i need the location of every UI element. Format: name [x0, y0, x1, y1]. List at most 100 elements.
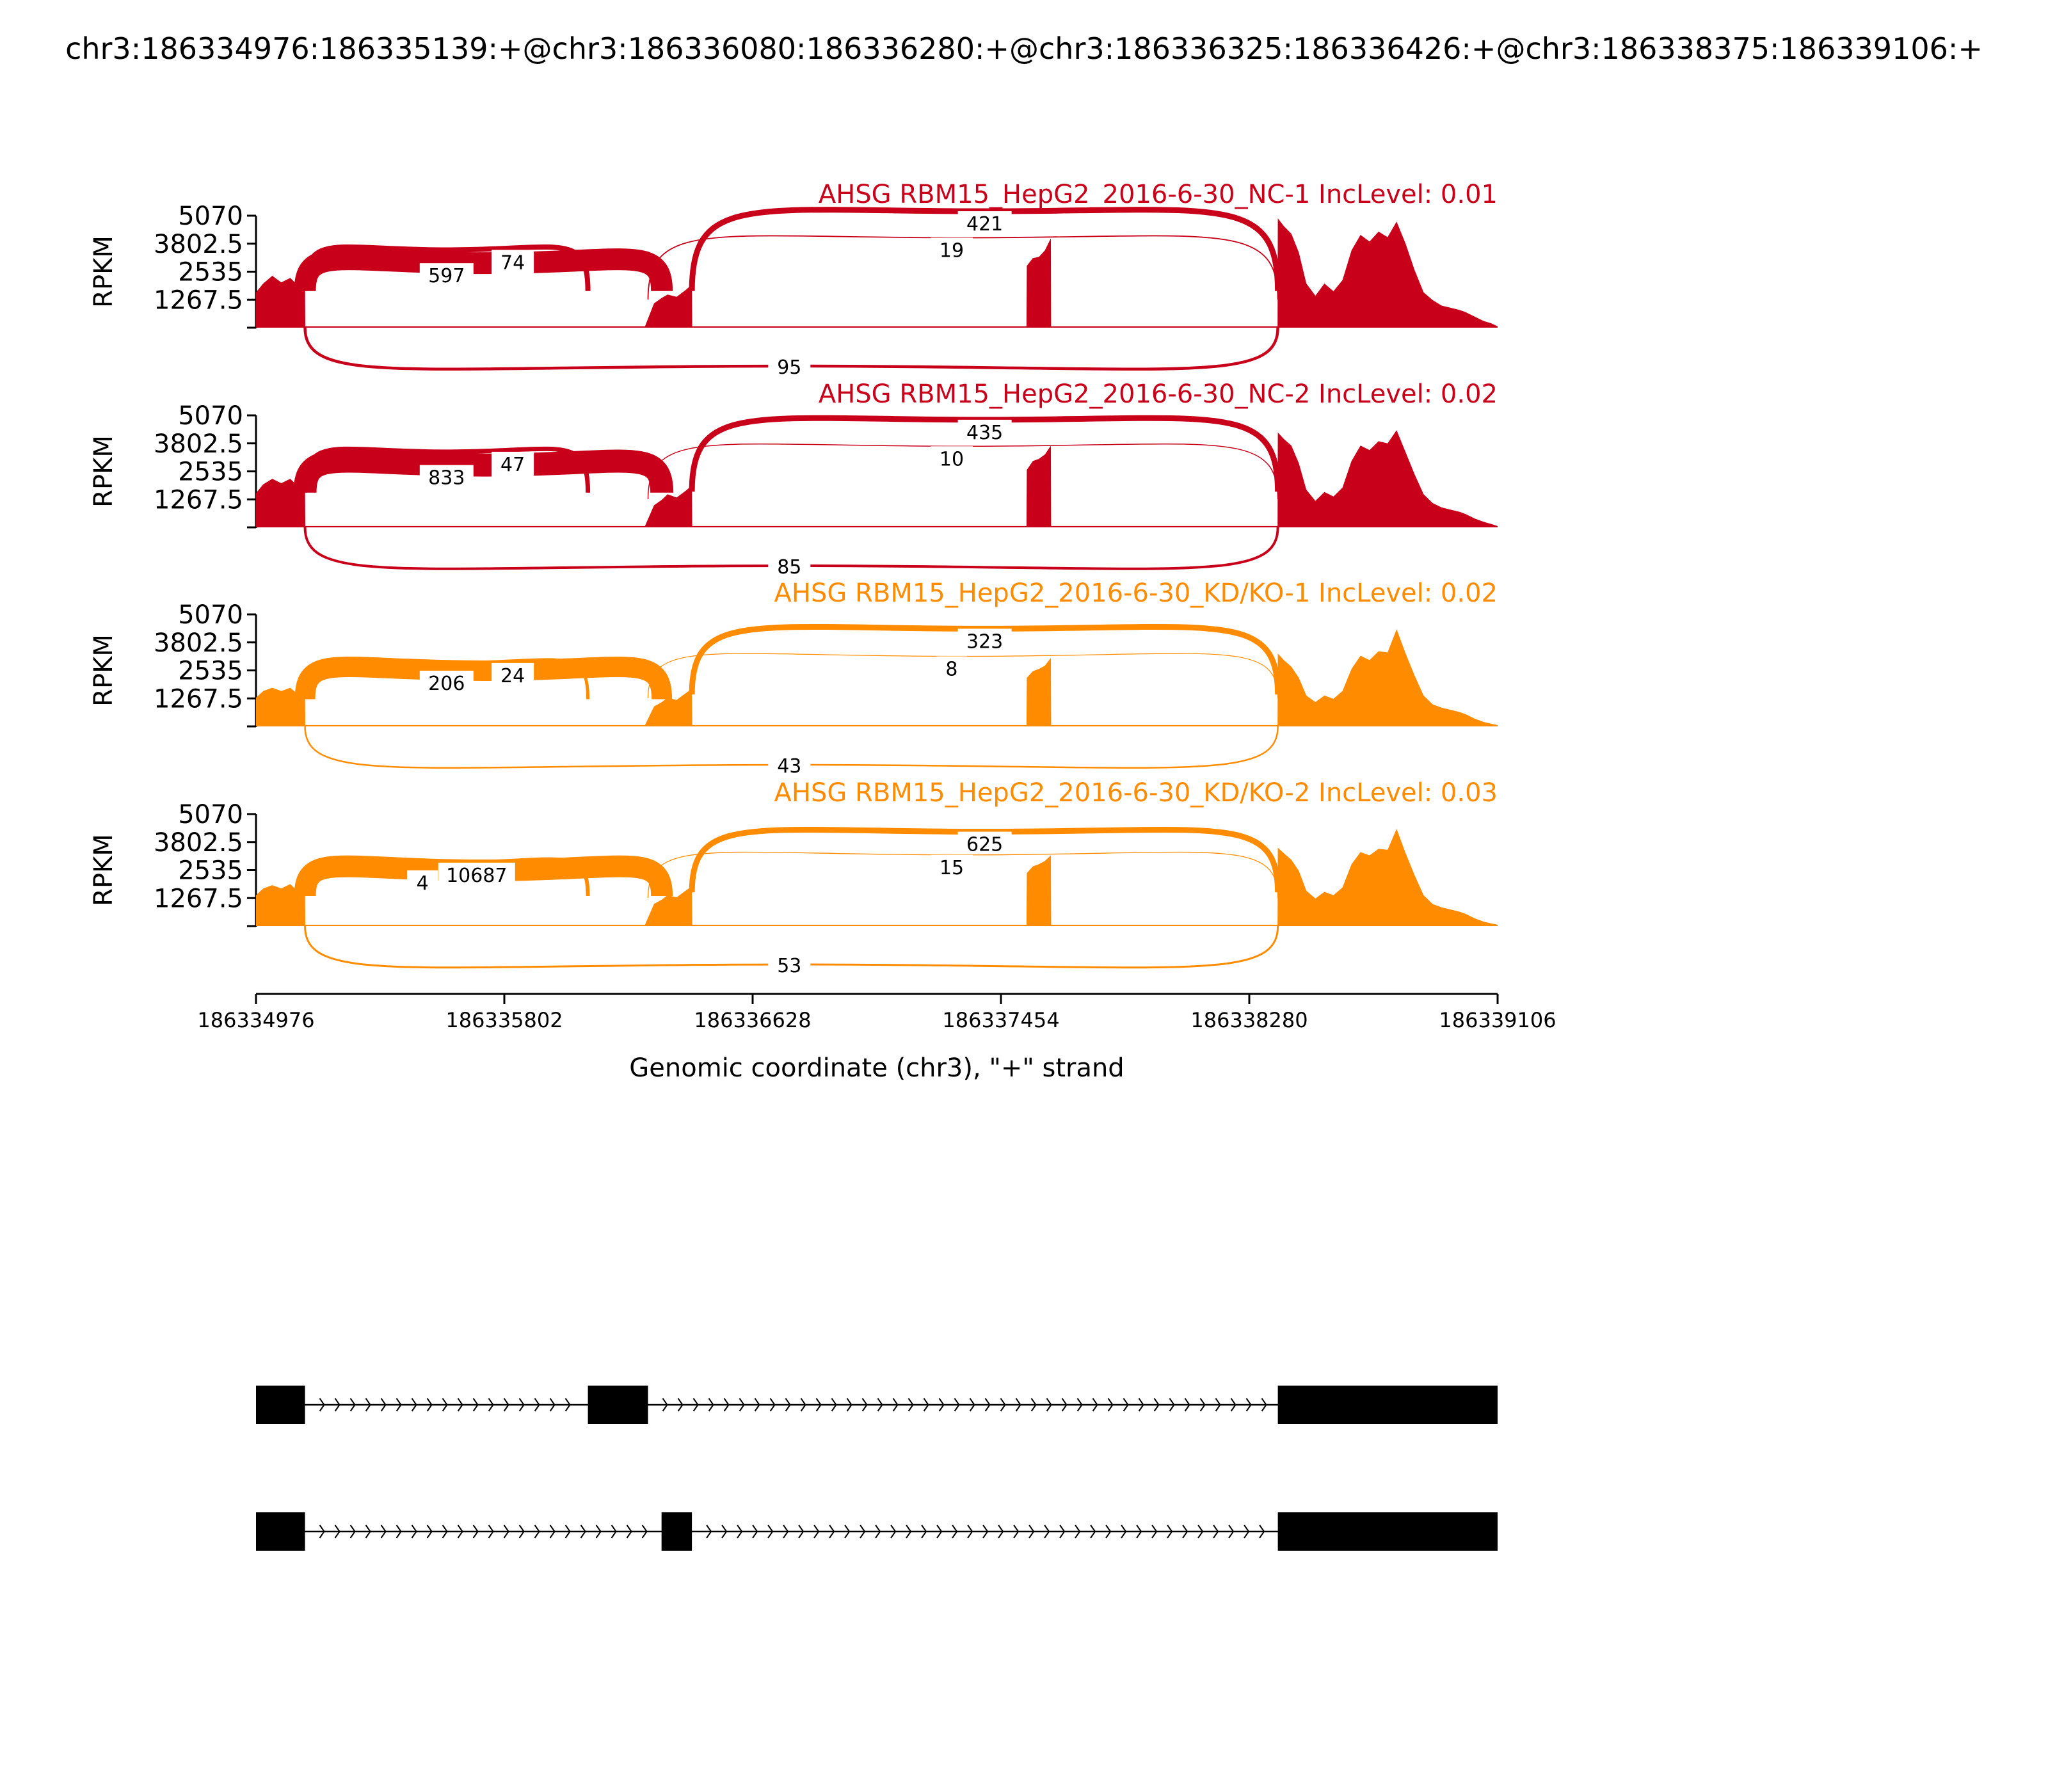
- y-tick-label: 5070: [178, 401, 243, 431]
- junction-count-box: [768, 953, 811, 979]
- junction-arc: [303, 446, 591, 493]
- strand-arrow: [1076, 1398, 1083, 1412]
- strand-arrow: [938, 1398, 945, 1412]
- junction-count: 4: [417, 872, 429, 895]
- strand-arrow: [411, 1398, 417, 1412]
- strand-arrow: [1136, 1524, 1142, 1539]
- junction-arc: [647, 851, 1279, 898]
- strand-arrow: [611, 1524, 617, 1539]
- x-tick-label: 186334976: [197, 1008, 314, 1032]
- strand-arrow: [708, 1398, 714, 1412]
- junction-arc: [302, 244, 591, 291]
- x-tick-label: 186337454: [942, 1008, 1059, 1032]
- strand-arrow: [488, 1398, 494, 1412]
- y-tick-label: 1267.5: [154, 684, 243, 714]
- strand-arrow: [1075, 1524, 1081, 1539]
- strand-arrow: [1105, 1524, 1112, 1539]
- junction-count-box: [930, 446, 973, 472]
- strand-arrow: [503, 1398, 509, 1412]
- strand-arrow: [754, 1398, 760, 1412]
- coverage-area: [256, 430, 1498, 527]
- strand-arrow: [641, 1524, 648, 1539]
- strand-arrow: [892, 1398, 899, 1412]
- strand-arrow: [706, 1524, 712, 1539]
- strand-arrow: [737, 1524, 743, 1539]
- strand-arrow: [936, 1524, 943, 1539]
- strand-arrow: [1061, 1398, 1068, 1412]
- exon-block: [661, 1512, 692, 1551]
- sample-title: AHSG RBM15_HepG2_2016-6-30_NC-1 IncLevel…: [819, 180, 1498, 209]
- junction-count: 206: [428, 673, 465, 695]
- strand-arrow: [662, 1398, 668, 1412]
- junction-arc: [689, 207, 1281, 291]
- strand-arrow: [982, 1524, 989, 1539]
- junction-count: 323: [966, 630, 1003, 653]
- strand-arrow: [488, 1524, 494, 1539]
- junction-count-box: [492, 451, 534, 477]
- strand-arrow: [1228, 1524, 1235, 1539]
- junction-count: 74: [500, 252, 525, 274]
- strand-arrow: [921, 1524, 927, 1539]
- junction-count: 8: [945, 659, 957, 681]
- strand-arrow: [503, 1524, 509, 1539]
- strand-arrow: [1199, 1398, 1206, 1412]
- strand-arrow: [1213, 1524, 1219, 1539]
- strand-arrow: [1013, 1524, 1020, 1539]
- strand-arrow: [442, 1524, 448, 1539]
- junction-count-box: [957, 831, 1012, 858]
- strand-arrow: [783, 1524, 789, 1539]
- junction-arc: [647, 235, 1279, 300]
- y-tick-label: 1267.5: [154, 285, 243, 315]
- strand-arrow: [595, 1524, 602, 1539]
- strand-arrow: [1182, 1524, 1188, 1539]
- strand-arrow: [785, 1398, 791, 1412]
- strand-arrow: [1092, 1398, 1098, 1412]
- junction-arc: [689, 826, 1281, 893]
- strand-arrow: [1230, 1398, 1236, 1412]
- strand-arrow: [518, 1398, 525, 1412]
- isoform-models: [256, 1386, 1498, 1551]
- junction-count-box: [407, 870, 438, 896]
- strand-arrow: [457, 1524, 463, 1539]
- isoform-track: [256, 1386, 1498, 1424]
- strand-arrow: [846, 1398, 852, 1412]
- strand-arrow: [1244, 1524, 1250, 1539]
- strand-arrow: [442, 1398, 448, 1412]
- junction-count-box: [768, 554, 811, 580]
- isoform-track: [256, 1512, 1498, 1551]
- junction-count: 43: [777, 755, 801, 778]
- strand-arrow: [829, 1524, 835, 1539]
- exon-block: [1277, 1386, 1498, 1424]
- x-tick-label: 186338280: [1190, 1008, 1308, 1032]
- junction-count: 24: [500, 665, 525, 687]
- junction-arc: [647, 443, 1279, 499]
- y-tick-label: 1267.5: [154, 884, 243, 913]
- strand-arrow: [349, 1398, 356, 1412]
- y-axis-label: RPKM: [89, 634, 118, 707]
- strand-arrow: [549, 1524, 556, 1539]
- strand-arrow: [426, 1398, 433, 1412]
- junction-count: 625: [966, 834, 1003, 856]
- strand-arrow: [967, 1524, 973, 1539]
- strand-arrow: [890, 1524, 897, 1539]
- junction-count: 10687: [446, 865, 507, 887]
- strand-arrow: [1167, 1524, 1173, 1539]
- y-axis-label: RPKM: [89, 236, 118, 308]
- exon-block: [256, 1512, 305, 1551]
- strand-arrow: [534, 1524, 540, 1539]
- strand-arrow: [908, 1398, 914, 1412]
- strand-arrow: [472, 1398, 479, 1412]
- coverage-area: [256, 629, 1498, 726]
- strand-arrow: [1046, 1398, 1052, 1412]
- x-tick-label: 186339106: [1439, 1008, 1556, 1032]
- coverage-area: [256, 829, 1498, 926]
- sample-title: AHSG RBM15_HepG2_2016-6-30_KD/KO-2 IncLe…: [774, 778, 1498, 808]
- junction-arc: [294, 657, 673, 700]
- strand-arrow: [1044, 1524, 1050, 1539]
- strand-arrow: [877, 1398, 883, 1412]
- figure-title: chr3:186334976:186335139:+@chr3:18633608…: [65, 31, 1983, 66]
